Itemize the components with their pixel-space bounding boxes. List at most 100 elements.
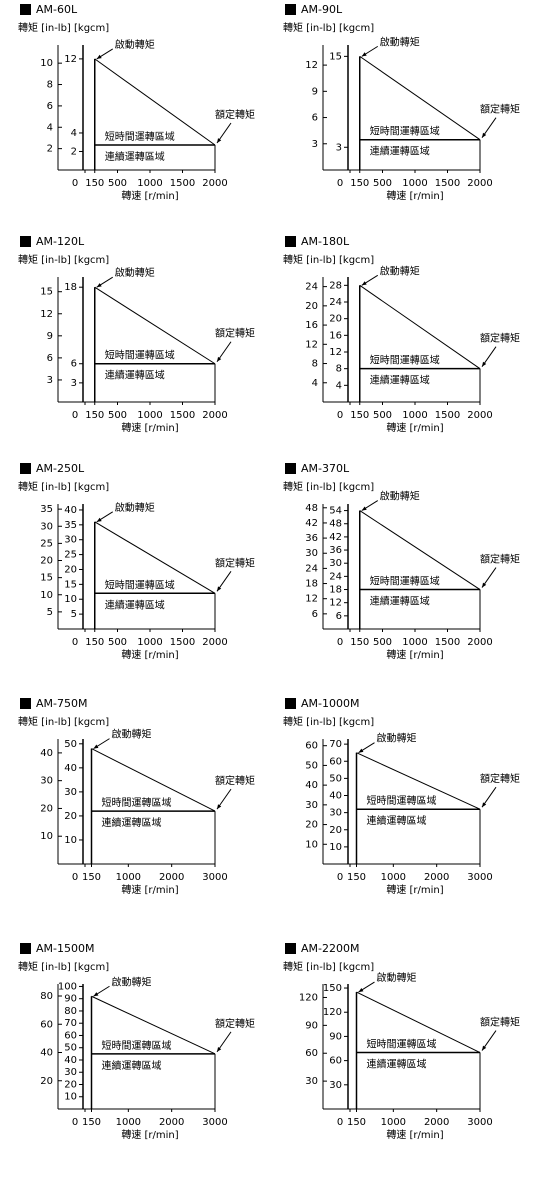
x-tick-label: 1000 xyxy=(381,872,406,883)
x-tick-label: 500 xyxy=(373,178,392,189)
x-tick-label: 2000 xyxy=(424,1117,449,1128)
y2-tick-label: 12 xyxy=(64,54,77,65)
annotation: 啟動轉矩 xyxy=(380,35,420,48)
y2-tick-label: 30 xyxy=(329,808,342,819)
y2-tick-label: 12 xyxy=(329,347,342,358)
y-tick-label: 35 xyxy=(40,504,53,515)
y2-tick-label: 10 xyxy=(64,594,77,605)
annotation: 短時間運轉區域 xyxy=(370,354,440,367)
x-tick-label: 150 xyxy=(82,1117,101,1128)
x-axis-label: 轉速 [r/min] xyxy=(386,648,443,661)
y-tick-label: 8 xyxy=(47,80,53,91)
x-tick-label: 150 xyxy=(347,1117,366,1128)
x-tick-label: 500 xyxy=(108,410,127,421)
y-axis-label: 轉矩 [in-lb] [kgcm] xyxy=(283,960,374,973)
y-axis-label: 轉矩 [in-lb] [kgcm] xyxy=(18,253,109,266)
y-tick-label: 15 xyxy=(40,287,53,298)
x-tick-label: 1500 xyxy=(435,410,460,421)
arrow-head xyxy=(361,281,367,286)
y2-tick-label: 10 xyxy=(329,842,342,853)
x-axis-label: 轉速 [r/min] xyxy=(121,189,178,202)
x-tick-label: 1500 xyxy=(170,637,195,648)
annotation: 連續運轉區域 xyxy=(370,145,430,158)
y-tick-label: 20 xyxy=(40,803,53,814)
annotation: 連續運轉區域 xyxy=(370,374,430,387)
x-tick-label: 3000 xyxy=(202,872,227,883)
y2-tick-label: 36 xyxy=(329,545,342,556)
chart: AM-370L 轉矩 [in-lb] [kgcm] 6 12 18 24 30 36 42 48 6… xyxy=(283,462,520,661)
x-tick-label: 1000 xyxy=(137,410,162,421)
annotation: 額定轉矩 xyxy=(215,774,255,787)
y2-tick-label: 90 xyxy=(64,994,77,1005)
annotation: 額定轉矩 xyxy=(480,1016,520,1029)
y-tick-label: 60 xyxy=(40,1019,53,1030)
x-axis-label: 轉速 [r/min] xyxy=(386,421,443,434)
x-tick-label: 2000 xyxy=(424,872,449,883)
y2-tick-label: 60 xyxy=(329,756,342,767)
y2-tick-label: 50 xyxy=(329,773,342,784)
y-tick-label: 20 xyxy=(40,1076,53,1087)
annotation: 連續運轉區域 xyxy=(105,150,165,163)
y-tick-label: 4 xyxy=(312,378,318,389)
y2-tick-label: 24 xyxy=(329,571,342,582)
annotation: 連續運轉區域 xyxy=(370,595,430,608)
x-tick-label: 0 xyxy=(337,1117,343,1128)
y-tick-label: 30 xyxy=(305,1076,318,1087)
x-axis-label: 轉速 [r/min] xyxy=(386,883,443,896)
y-tick-label: 12 xyxy=(305,594,318,605)
x-tick-label: 500 xyxy=(373,410,392,421)
y2-tick-label: 10 xyxy=(64,835,77,846)
chart: AM-250L 轉矩 [in-lb] [kgcm] 5 10 15 20 25 30 35 5 10… xyxy=(18,462,255,661)
torque-line xyxy=(356,752,481,810)
arrow-head xyxy=(217,586,222,592)
y-axis-label: 轉矩 [in-lb] [kgcm] xyxy=(283,253,374,266)
x-tick-label: 1000 xyxy=(402,637,427,648)
chart: AM-1000M 轉矩 [in-lb] [kgcm] 10 20 30 40 50 60 10 2… xyxy=(283,697,520,896)
annotation: 短時間運轉區域 xyxy=(367,794,437,807)
y2-tick-label: 6 xyxy=(336,611,342,622)
x-tick-label: 0 xyxy=(72,178,78,189)
annotation: 啟動轉矩 xyxy=(380,264,420,277)
annotation: 啟動轉矩 xyxy=(380,490,420,503)
annotation: 額定轉矩 xyxy=(480,772,520,785)
y-tick-label: 3 xyxy=(47,375,53,386)
y2-tick-label: 24 xyxy=(329,297,342,308)
x-tick-label: 1500 xyxy=(435,637,460,648)
y-tick-label: 15 xyxy=(40,573,53,584)
y2-tick-label: 4 xyxy=(71,128,77,139)
annotation: 連續運轉區域 xyxy=(105,598,165,611)
x-tick-label: 1000 xyxy=(381,1117,406,1128)
y2-tick-label: 15 xyxy=(329,51,342,62)
annotation: 額定轉矩 xyxy=(480,103,520,116)
annotation: 短時間運轉區域 xyxy=(105,578,175,591)
y2-tick-label: 60 xyxy=(329,1056,342,1067)
chart: AM-180L 轉矩 [in-lb] [kgcm] 4 8 12 16 20 24 4 8 12 16… xyxy=(283,235,520,434)
y-tick-label: 48 xyxy=(305,503,318,514)
title-marker xyxy=(285,698,296,709)
y-tick-label: 80 xyxy=(40,991,53,1002)
y2-tick-label: 3 xyxy=(336,142,342,153)
y2-tick-label: 30 xyxy=(64,787,77,798)
annotation: 啟動轉矩 xyxy=(377,732,417,745)
torque-line xyxy=(356,991,481,1053)
title-marker xyxy=(20,236,31,247)
annotation: 額定轉矩 xyxy=(215,1017,255,1030)
annotation: 啟動轉矩 xyxy=(115,38,155,51)
y2-tick-label: 12 xyxy=(329,598,342,609)
y-tick-label: 16 xyxy=(305,320,318,331)
y-tick-label: 40 xyxy=(40,748,53,759)
y2-tick-label: 6 xyxy=(71,359,77,370)
title-marker xyxy=(20,943,31,954)
y-tick-label: 5 xyxy=(47,607,53,618)
x-tick-label: 1000 xyxy=(402,178,427,189)
annotation: 啟動轉矩 xyxy=(115,501,155,514)
torque-line xyxy=(94,521,216,594)
y2-tick-label: 20 xyxy=(329,825,342,836)
x-tick-label: 2000 xyxy=(467,410,492,421)
x-tick-label: 3000 xyxy=(202,1117,227,1128)
chart-title: AM-750M xyxy=(36,697,87,710)
y-tick-label: 10 xyxy=(40,590,53,601)
y-tick-label: 18 xyxy=(305,579,318,590)
